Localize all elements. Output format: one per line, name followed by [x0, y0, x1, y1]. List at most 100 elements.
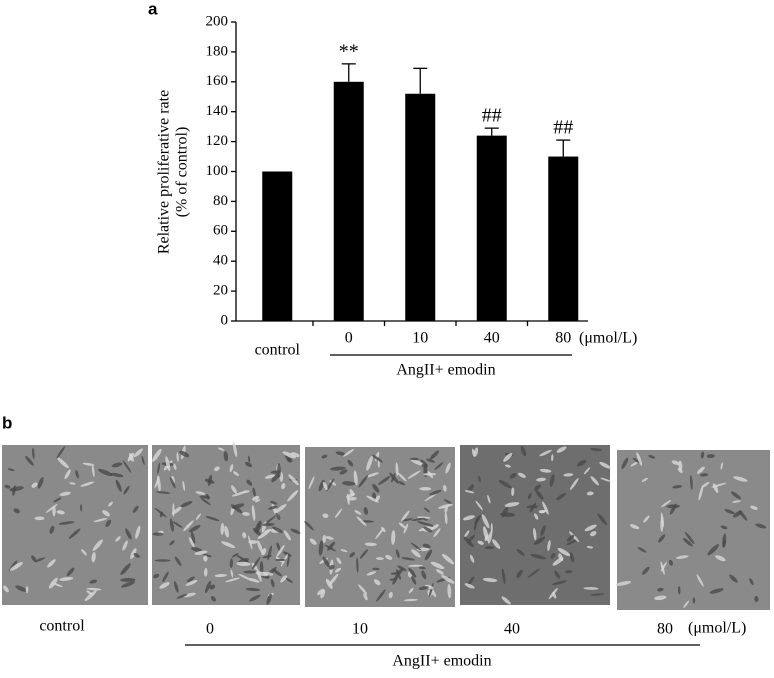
cell [554, 570, 561, 579]
cell [276, 542, 281, 552]
cell [407, 470, 421, 479]
cell [730, 491, 741, 500]
cell [426, 458, 435, 463]
cell [504, 464, 511, 468]
cell [569, 552, 575, 563]
cell [326, 478, 335, 492]
cell [183, 592, 196, 598]
cell [203, 567, 208, 577]
cell [327, 541, 336, 551]
cell [408, 564, 423, 567]
cell [343, 448, 355, 457]
cell [533, 536, 546, 545]
cell [445, 462, 451, 474]
cell [354, 510, 362, 515]
cell [542, 501, 549, 515]
cell [590, 593, 605, 596]
cell [463, 515, 475, 521]
cell [423, 507, 431, 513]
cell [254, 520, 261, 533]
cell [91, 551, 96, 563]
cell [264, 529, 272, 533]
cell [230, 569, 234, 578]
cell [428, 582, 434, 598]
cell [720, 462, 723, 470]
image-label: 80 [657, 621, 673, 638]
cell [698, 485, 704, 501]
cell [590, 448, 602, 452]
cell [675, 555, 689, 559]
cell [172, 521, 183, 528]
cell [755, 523, 767, 529]
cell [715, 555, 726, 562]
cell [322, 481, 328, 491]
cell [520, 445, 527, 457]
cell [729, 574, 738, 583]
cell [356, 516, 367, 526]
cell [336, 557, 342, 565]
significance-label: ## [553, 117, 573, 139]
cell [668, 559, 673, 566]
cell [173, 463, 177, 470]
cell [183, 520, 194, 532]
cell [683, 600, 690, 609]
cell [401, 557, 416, 561]
cell [353, 470, 358, 486]
cell [540, 525, 546, 537]
cell [245, 587, 261, 592]
cell [248, 578, 260, 583]
cell [186, 576, 195, 583]
cell [230, 504, 243, 514]
group-label: AngII+ emodin [392, 653, 491, 670]
cell [251, 505, 256, 521]
cell [395, 549, 400, 558]
cell [242, 532, 247, 539]
cell [389, 472, 400, 484]
cell [364, 542, 377, 547]
cell [210, 596, 217, 602]
micrograph [615, 450, 770, 610]
cell [473, 447, 479, 457]
y-label-line: (% of control) [174, 127, 191, 218]
cell [98, 468, 113, 477]
cell [232, 442, 238, 457]
cell [551, 454, 554, 462]
cell [80, 481, 95, 487]
cell [205, 580, 212, 593]
cell [733, 476, 748, 482]
cell [501, 596, 511, 605]
image-label: 10 [352, 621, 368, 638]
cell [321, 454, 328, 459]
cell [658, 534, 666, 543]
cell [397, 472, 407, 482]
cell [501, 568, 506, 585]
cell [165, 456, 171, 472]
cell [474, 514, 481, 525]
micrograph [460, 445, 611, 605]
cell [82, 462, 95, 466]
cell [443, 484, 447, 492]
cell [447, 584, 452, 599]
cell [388, 591, 393, 599]
cell [408, 567, 417, 578]
cell [396, 569, 401, 580]
cell [108, 501, 113, 507]
cell [539, 449, 552, 457]
micrograph [304, 447, 455, 607]
cell [566, 534, 575, 542]
cell [271, 473, 280, 483]
cell [672, 485, 683, 489]
cell [286, 554, 290, 567]
cell [48, 577, 58, 589]
cell [37, 477, 44, 489]
cell [583, 467, 591, 475]
cell [724, 508, 735, 515]
cell [564, 570, 573, 574]
cell [482, 577, 498, 583]
cell [464, 490, 475, 494]
cell [738, 510, 748, 521]
cell [621, 457, 629, 469]
cell [657, 587, 664, 592]
cell [236, 554, 250, 563]
cell [424, 493, 438, 502]
